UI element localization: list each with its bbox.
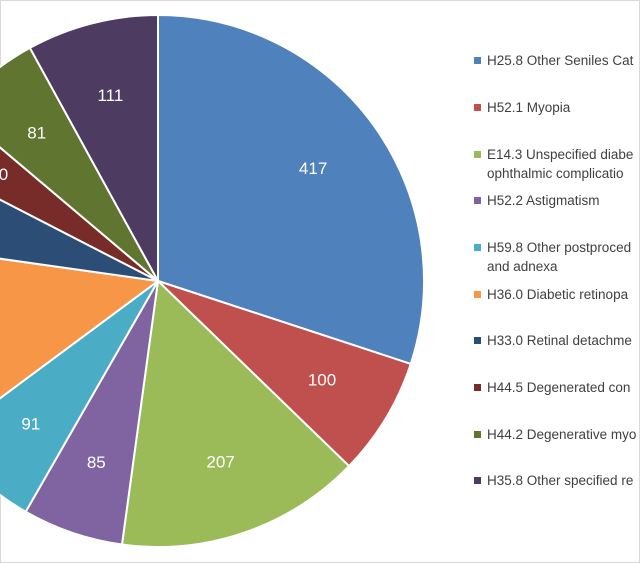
data-label: 100 xyxy=(308,371,336,390)
legend-label: H44.5 Degenerated con xyxy=(487,380,631,395)
pie-slice xyxy=(0,280,159,513)
pie-slice xyxy=(157,280,412,468)
legend-label: H36.0 Diabetic retinopa xyxy=(487,287,629,302)
legend-label: H25.8 Other Seniles Cat xyxy=(487,53,634,68)
legend-label: H35.8 Other specified re xyxy=(487,473,634,488)
pie-slice xyxy=(157,14,425,365)
legend: H25.8 Other Seniles Cat H52.1 Myopia E14.3… xyxy=(474,0,640,563)
legend-label: H59.8 Other postproced and adnexa xyxy=(487,240,632,274)
data-label: 207 xyxy=(206,453,234,472)
legend-swatch xyxy=(474,384,481,391)
data-label: 81 xyxy=(27,123,46,142)
legend-swatch xyxy=(474,151,481,158)
pie-slice xyxy=(0,257,159,400)
data-label: 417 xyxy=(299,159,327,178)
pie-slice xyxy=(120,280,351,548)
pie-slice xyxy=(28,14,159,282)
data-label: 111 xyxy=(97,86,123,105)
legend-swatch xyxy=(474,291,481,298)
legend-label: H52.2 Astigmatism xyxy=(487,193,600,208)
legend-swatch xyxy=(474,477,481,484)
legend-swatch xyxy=(474,57,481,64)
data-label: 50 xyxy=(0,165,8,184)
legend-swatch xyxy=(474,197,481,204)
data-label: 85 xyxy=(87,453,106,472)
legend-swatch xyxy=(474,244,481,251)
legend-label: H33.0 Retinal detachme xyxy=(487,333,632,348)
legend-label: H44.2 Degenerative myo xyxy=(487,427,637,442)
data-label: 91 xyxy=(21,415,40,434)
legend-swatch xyxy=(474,337,481,344)
legend-swatch xyxy=(474,104,481,111)
legend-swatch xyxy=(474,431,481,438)
legend-label: H52.1 Myopia xyxy=(487,100,571,115)
legend-label: E14.3 Unspecified diabe ophthalmic compl… xyxy=(487,147,634,181)
